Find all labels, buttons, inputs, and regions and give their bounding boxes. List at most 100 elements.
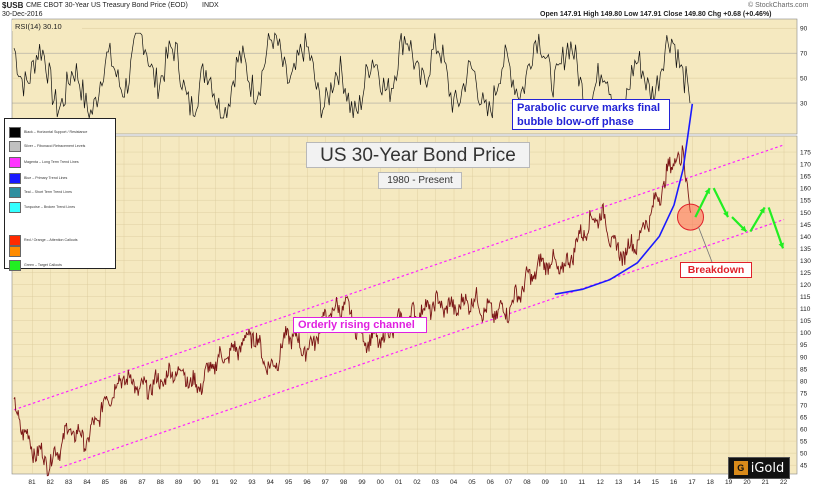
target-arrow-head (740, 225, 747, 232)
rsi-label-bg (12, 20, 82, 31)
x-tick-label: 07 (505, 479, 513, 486)
legend-item: Green – Target Callouts (9, 259, 62, 271)
legend-item: Magenta – Long Term Trend Lines (9, 156, 79, 168)
ohlc-readout: Open 147.91 High 149.80 Low 147.91 Close… (540, 11, 772, 18)
parabolic-annotation: Parabolic curve marks final bubble blow-… (512, 99, 670, 130)
x-tick-label: 95 (285, 479, 293, 486)
parabolic-annotation-line2: bubble blow-off phase (517, 116, 634, 128)
y-tick-label: 165 (800, 174, 811, 181)
x-tick-label: 13 (615, 479, 623, 486)
price-panel: 4550556065707580859095100105110115120125… (11, 103, 811, 486)
y-tick-label: 55 (800, 439, 808, 446)
legend-label: Silver – Fibonacci Retracement Levels (24, 144, 86, 148)
igold-logo: G iGold (728, 457, 790, 479)
y-tick-label: 70 (800, 402, 808, 409)
x-tick-label: 06 (487, 479, 495, 486)
parabolic-curve (554, 103, 694, 295)
x-tick-label: 21 (762, 479, 770, 486)
x-tick-label: 01 (395, 479, 403, 486)
x-tick-label: 05 (468, 479, 476, 486)
breakdown-circle (677, 203, 704, 231)
x-tick-label: 08 (523, 479, 531, 486)
copyright: © StockCharts.com (748, 2, 809, 9)
x-tick-label: 02 (413, 479, 421, 486)
x-tick-label: 91 (212, 479, 220, 486)
x-tick-label: 82 (47, 479, 55, 486)
exchange: INDX (202, 2, 219, 9)
y-tick-label: 160 (800, 186, 811, 193)
rsi-tick-label: 50 (800, 76, 808, 83)
y-tick-label: 75 (800, 390, 808, 397)
channel-annotation: Orderly rising channel (293, 317, 427, 333)
x-tick-label: 09 (542, 479, 550, 486)
y-tick-label: 120 (800, 282, 811, 289)
x-tick-label: 03 (432, 479, 440, 486)
x-tick-label: 86 (120, 479, 128, 486)
rsi-line (13, 32, 691, 119)
x-tick-label: 96 (303, 479, 311, 486)
legend-swatch (9, 259, 21, 271)
legend-label: Green – Target Callouts (24, 263, 62, 267)
legend-swatch (9, 201, 21, 213)
y-tick-label: 80 (800, 378, 808, 385)
rsi-panel: 30 50 70 90 RSI(14) 30.10 (11, 18, 808, 135)
x-tick-label: 20 (743, 479, 751, 486)
x-tick-label: 92 (230, 479, 238, 486)
price-panel-bg (11, 135, 798, 475)
legend-box: Black – Horizontal Support / Resistance S… (4, 118, 116, 271)
breakdown-pointer (698, 226, 713, 263)
symbol: $USB (2, 1, 24, 10)
x-tick-label: 81 (28, 479, 36, 486)
target-arrow-head (704, 188, 710, 195)
legend-item: Turquoise – Broken Trend Lines (9, 201, 76, 213)
y-tick-label: 150 (800, 210, 811, 217)
target-arrow-head (723, 211, 729, 218)
legend-item: Blue – Primary Trend Lines (9, 172, 68, 184)
rsi-tick-label: 70 (800, 51, 808, 58)
legend-swatch (9, 186, 21, 198)
chart-title: US 30-Year Bond Price (306, 142, 530, 168)
legend-swatch (9, 172, 21, 184)
y-tick-label: 110 (800, 306, 811, 313)
x-tick-label: 90 (193, 479, 201, 486)
x-tick-label: 85 (102, 479, 110, 486)
legend-swatch (9, 140, 21, 152)
y-tick-label: 115 (800, 294, 811, 301)
x-tick-label: 15 (652, 479, 660, 486)
legend-item: Silver – Fibonacci Retracement Levels (9, 140, 86, 152)
x-tick-label: 18 (707, 479, 715, 486)
y-tick-label: 65 (800, 415, 808, 422)
parabolic-annotation-line1: Parabolic curve marks final (517, 102, 661, 114)
y-tick-label: 50 (800, 451, 808, 458)
legend-label: Blue – Primary Trend Lines (24, 176, 68, 180)
legend-item (9, 245, 24, 257)
x-tick-label: 84 (83, 479, 91, 486)
x-tick-label: 22 (780, 479, 788, 486)
y-tick-label: 155 (800, 198, 811, 205)
y-tick-label: 170 (800, 162, 811, 169)
legend-label: Turquoise – Broken Trend Lines (24, 205, 76, 209)
y-tick-label: 135 (800, 246, 811, 253)
rsi-tick-label: 30 (800, 101, 808, 108)
legend-swatch (9, 156, 21, 168)
target-arrow (767, 207, 785, 249)
x-tick-label: 16 (670, 479, 678, 486)
legend-swatch (9, 126, 21, 138)
y-tick-label: 145 (800, 222, 811, 229)
x-tick-label: 89 (175, 479, 183, 486)
y-tick-label: 130 (800, 258, 811, 265)
legend-label: Magenta – Long Term Trend Lines (24, 160, 79, 164)
legend-item: Teal – Short Term Trend Lines (9, 186, 72, 198)
y-tick-label: 125 (800, 270, 811, 277)
legend-label: Red / Orange – Attention Callouts (24, 238, 78, 242)
legend-label: Black – Horizontal Support / Resistance (24, 130, 88, 134)
x-tick-label: 97 (322, 479, 330, 486)
x-tick-label: 10 (560, 479, 568, 486)
channel-upper-line (13, 144, 785, 411)
y-tick-label: 95 (800, 342, 808, 349)
igold-logo-text: iGold (750, 460, 785, 476)
target-arrow-head (778, 242, 784, 249)
chart-date: 30-Dec-2016 (2, 11, 43, 18)
x-tick-label: 12 (597, 479, 605, 486)
y-tick-label: 100 (800, 330, 811, 337)
